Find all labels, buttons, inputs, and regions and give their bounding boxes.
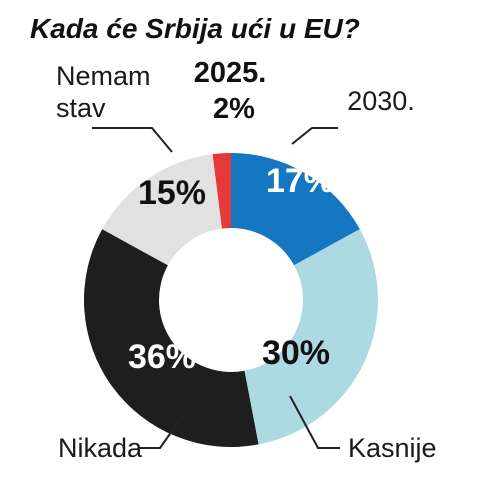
donut-slices: [83, 153, 379, 448]
slice-label-2025: 2025.: [194, 57, 267, 89]
slice-value-nemam-stav: 15%: [138, 174, 206, 212]
slice-nemam-stav: [102, 154, 222, 266]
slice-label-2030: 2030.: [347, 86, 415, 116]
leader-line-nikada: [138, 413, 185, 449]
slice-value-nikada: 36%: [128, 338, 196, 376]
slice-kasnije: [244, 229, 379, 445]
leader-line-2030: [291, 127, 338, 145]
slice-value-2030: 17%: [266, 162, 334, 200]
slice-value-2025: 2%: [213, 93, 255, 125]
slice-value-kasnije: 30%: [262, 334, 330, 372]
leader-line-kasnije: [289, 395, 340, 449]
leader-line-nemam-stav: [92, 127, 173, 153]
slice-label-kasnije: Kasnije: [348, 433, 437, 463]
slice-2025: [212, 153, 231, 229]
slice-nikada: [83, 229, 259, 448]
slice-label-nikada: Nikada: [58, 433, 143, 463]
slice-2030: [231, 153, 360, 266]
chart-title: Kada će Srbija ući u EU?: [30, 13, 360, 44]
slice-label-nemam-stav-line1: Nemam: [56, 61, 151, 91]
slice-label-nemam-stav-line2: stav: [56, 93, 106, 123]
